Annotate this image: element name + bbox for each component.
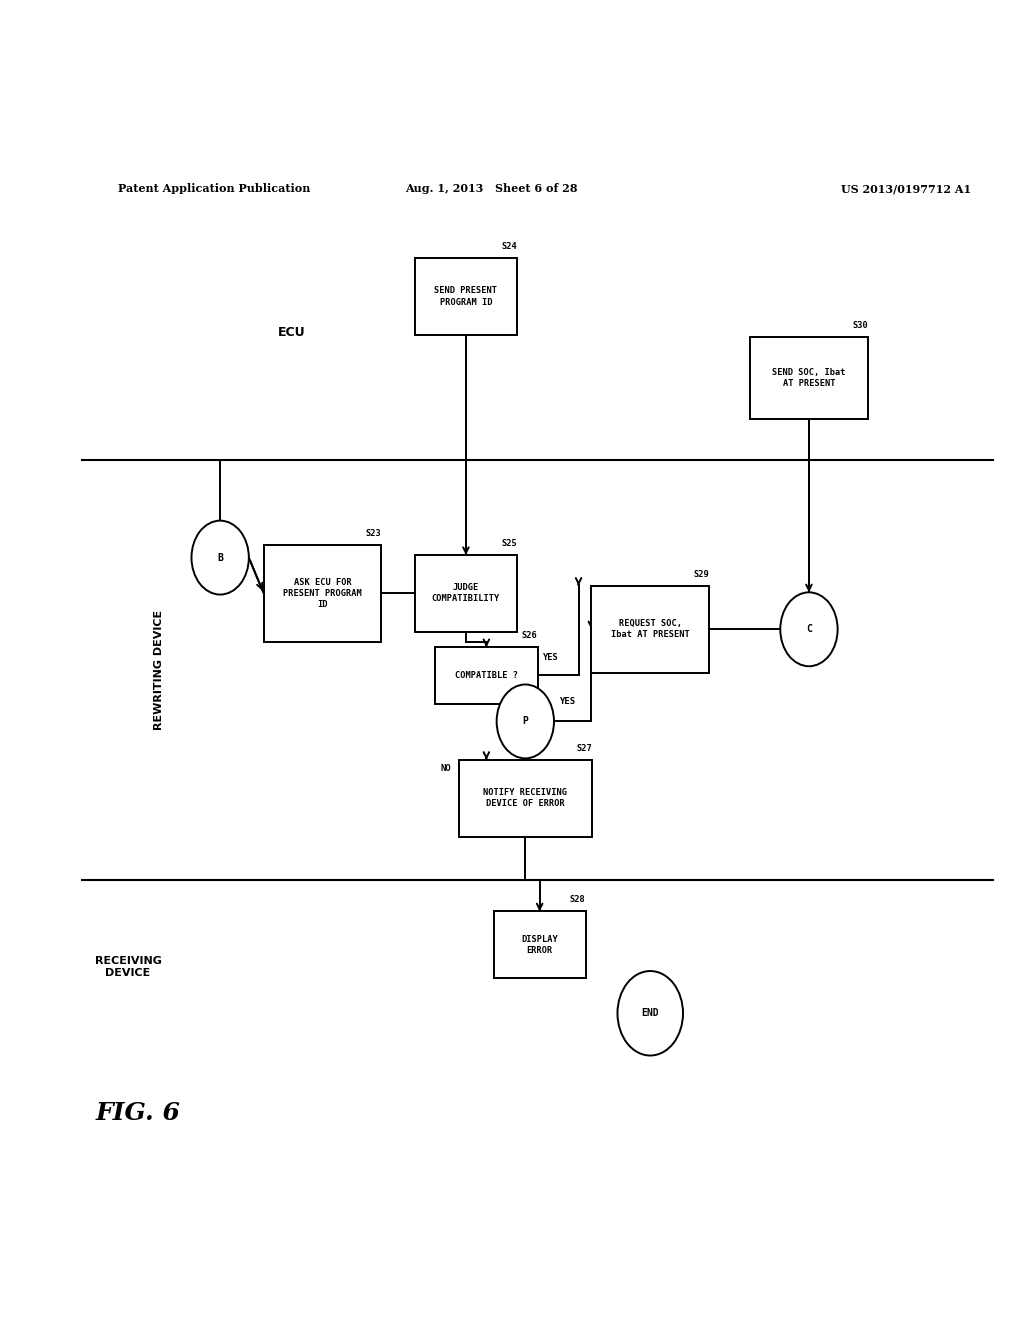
Ellipse shape [497,685,554,759]
FancyBboxPatch shape [415,554,517,632]
Text: ASK ECU FOR
PRESENT PROGRAM
ID: ASK ECU FOR PRESENT PROGRAM ID [284,578,361,609]
Text: Patent Application Publication: Patent Application Publication [118,183,310,194]
FancyBboxPatch shape [435,647,538,704]
Text: END: END [641,1008,659,1018]
Text: JUDGE
COMPATIBILITY: JUDGE COMPATIBILITY [432,583,500,603]
Text: SEND PRESENT
PROGRAM ID: SEND PRESENT PROGRAM ID [434,286,498,306]
Text: US 2013/0197712 A1: US 2013/0197712 A1 [841,183,972,194]
FancyBboxPatch shape [494,911,586,978]
Text: S30: S30 [852,321,868,330]
Text: NO: NO [440,763,451,772]
Text: S29: S29 [693,570,709,578]
Text: ECU: ECU [279,326,305,339]
Text: C: C [806,624,812,635]
Text: DISPLAY
ERROR: DISPLAY ERROR [521,935,558,954]
Ellipse shape [780,593,838,667]
Text: S28: S28 [570,895,586,904]
Text: RECEIVING
DEVICE: RECEIVING DEVICE [94,957,162,978]
FancyBboxPatch shape [264,545,381,642]
FancyBboxPatch shape [459,760,592,837]
Text: REWRITING DEVICE: REWRITING DEVICE [154,610,164,730]
Bar [82,215,993,1090]
Text: Aug. 1, 2013   Sheet 6 of 28: Aug. 1, 2013 Sheet 6 of 28 [406,183,578,194]
Ellipse shape [191,520,249,594]
Text: S23: S23 [366,528,381,537]
Text: S26: S26 [522,631,538,640]
Text: S24: S24 [502,242,517,251]
Text: COMPATIBLE ?: COMPATIBLE ? [455,671,518,680]
Text: FIG. 6: FIG. 6 [96,1101,180,1125]
FancyBboxPatch shape [592,586,709,673]
Text: S27: S27 [577,743,592,752]
FancyBboxPatch shape [750,338,868,420]
Text: YES: YES [559,697,575,706]
Text: REQUEST SOC,
Ibat AT PRESENT: REQUEST SOC, Ibat AT PRESENT [611,619,689,639]
Text: NOTIFY RECEIVING
DEVICE OF ERROR: NOTIFY RECEIVING DEVICE OF ERROR [483,788,567,808]
FancyBboxPatch shape [415,259,517,335]
Ellipse shape [617,972,683,1056]
Text: SEND SOC, Ibat
AT PRESENT: SEND SOC, Ibat AT PRESENT [772,368,846,388]
Text: S25: S25 [502,539,517,548]
Text: P: P [522,717,528,726]
Text: YES: YES [543,653,558,661]
Text: B: B [217,553,223,562]
